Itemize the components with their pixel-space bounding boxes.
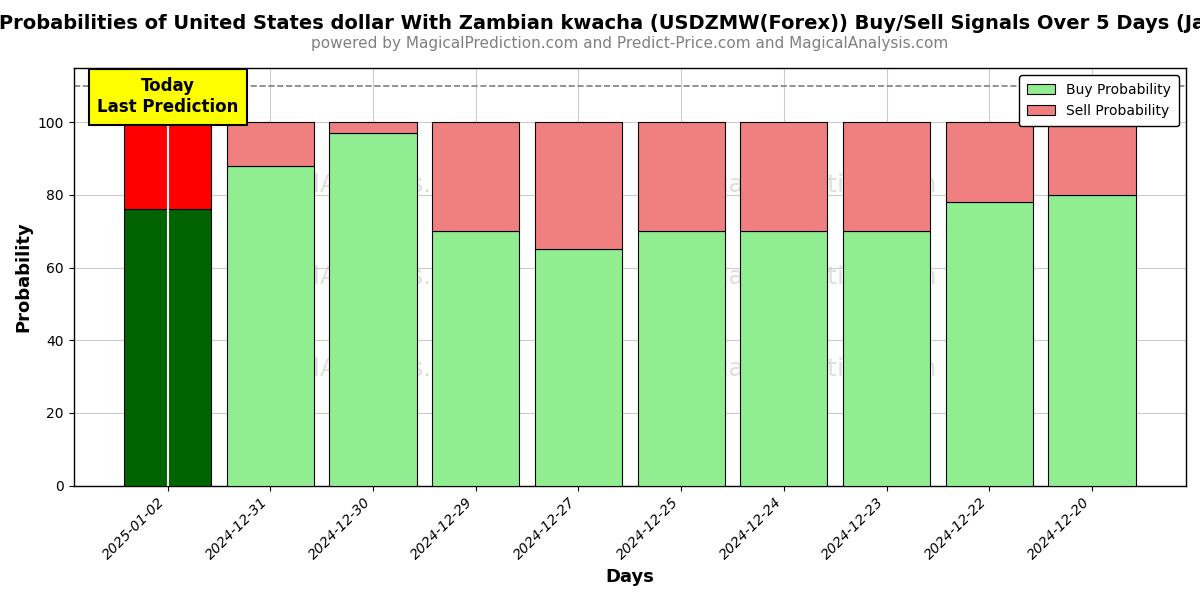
Y-axis label: Probability: Probability (14, 221, 32, 332)
Text: calAnalysis.com: calAnalysis.com (284, 173, 485, 197)
Text: MagicalPrediction.com: MagicalPrediction.com (656, 173, 937, 197)
Bar (124, 122, 211, 209)
Text: calAnalysis.com: calAnalysis.com (284, 265, 485, 289)
Bar (740, 231, 828, 485)
Text: MagicalPrediction.com: MagicalPrediction.com (656, 356, 937, 380)
Bar (124, 209, 211, 485)
Text: powered by MagicalPrediction.com and Predict-Price.com and MagicalAnalysis.com: powered by MagicalPrediction.com and Pre… (311, 36, 948, 51)
Text: Today
Last Prediction: Today Last Prediction (97, 77, 239, 116)
Bar (330, 122, 416, 133)
Bar (740, 122, 828, 231)
Bar (842, 122, 930, 231)
Bar (842, 231, 930, 485)
Text: calAnalysis.com: calAnalysis.com (284, 356, 485, 380)
Bar (227, 166, 314, 485)
Bar (1049, 195, 1135, 485)
Bar (330, 133, 416, 485)
Bar (637, 122, 725, 231)
Title: Probabilities of United States dollar With Zambian kwacha (USDZMW(Forex)) Buy/Se: Probabilities of United States dollar Wi… (0, 14, 1200, 33)
Bar (535, 250, 622, 485)
Text: MagicalPrediction.com: MagicalPrediction.com (656, 265, 937, 289)
Bar (637, 231, 725, 485)
Bar (1049, 122, 1135, 195)
X-axis label: Days: Days (605, 568, 654, 586)
Bar (227, 122, 314, 166)
Bar (946, 122, 1033, 202)
Bar (432, 122, 520, 231)
Bar (535, 122, 622, 250)
Bar (432, 231, 520, 485)
Legend: Buy Probability, Sell Probability: Buy Probability, Sell Probability (1019, 75, 1180, 127)
Bar (946, 202, 1033, 485)
